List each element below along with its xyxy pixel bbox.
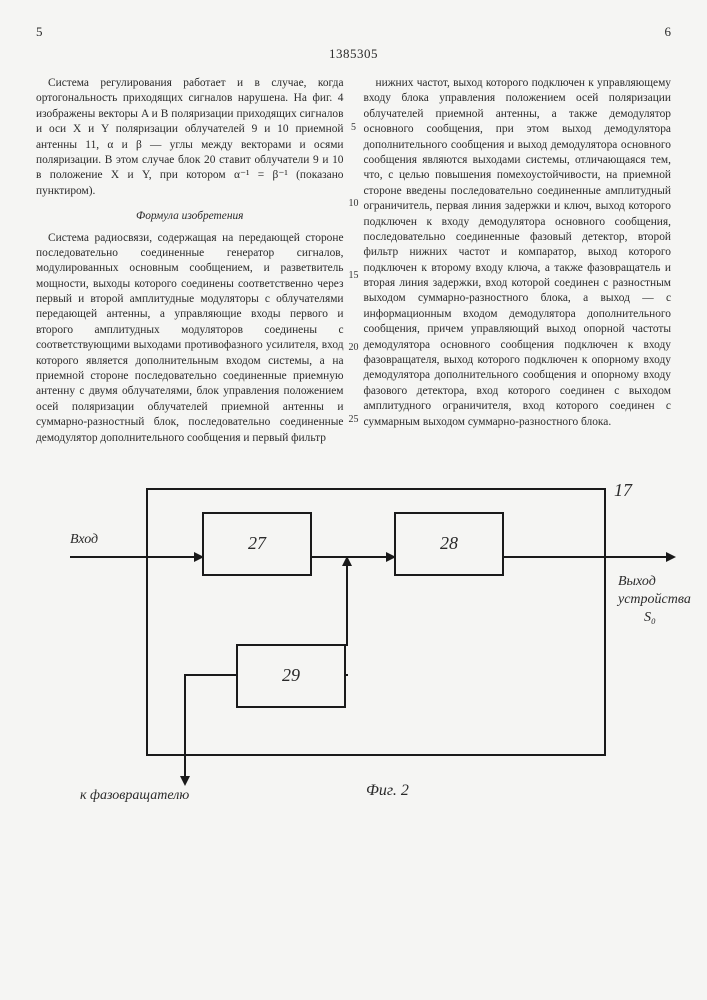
- page-header: 5 6: [36, 24, 671, 40]
- output-label-2: устройства: [618, 592, 691, 608]
- figure-2: 17 Вход 27 28 Выход устройства S₀ 29 к ф…: [36, 474, 671, 814]
- document-number: 1385305: [36, 46, 671, 62]
- paragraph: Система радиосвязи, содержащая на переда…: [36, 231, 344, 446]
- figure-caption: Фиг. 2: [366, 782, 409, 800]
- right-column: нижних частот, выход которого подключен …: [364, 76, 672, 452]
- arrow-line: [184, 674, 186, 784]
- arrow-head-icon: [666, 552, 676, 562]
- arrow-line: [346, 556, 348, 644]
- arrow-line: [346, 674, 348, 676]
- paragraph: Система регулирования работает и в случа…: [36, 76, 344, 199]
- page-num-left: 5: [36, 24, 43, 40]
- arrow-line: [504, 556, 674, 558]
- block-label: 27: [248, 533, 266, 554]
- left-column: Система регулирования работает и в случа…: [36, 76, 344, 452]
- arrow-line: [346, 644, 348, 646]
- arrow-line: [312, 556, 394, 558]
- arrow-head-icon: [342, 556, 352, 566]
- outer-block-label: 17: [614, 480, 632, 501]
- block-28: 28: [394, 512, 504, 576]
- line-marker: 5: [347, 122, 361, 133]
- block-label: 29: [282, 665, 300, 686]
- arrow-head-icon: [180, 776, 190, 786]
- output-label-3: S₀: [644, 610, 656, 626]
- input-label: Вход: [70, 532, 98, 548]
- paragraph: нижних частот, выход которого подключен …: [364, 76, 672, 430]
- bottom-output-label: к фазовращателю: [80, 788, 189, 804]
- formula-title: Формула изобретения: [36, 209, 344, 224]
- block-label: 28: [440, 533, 458, 554]
- arrow-line: [184, 674, 236, 676]
- block-29: 29: [236, 644, 346, 708]
- line-marker: 15: [347, 270, 361, 281]
- line-marker: 20: [347, 342, 361, 353]
- line-marker: 25: [347, 414, 361, 425]
- block-27: 27: [202, 512, 312, 576]
- output-label-1: Выход: [618, 574, 656, 590]
- line-marker: 10: [347, 198, 361, 209]
- page-num-right: 6: [665, 24, 672, 40]
- arrow-line: [70, 556, 202, 558]
